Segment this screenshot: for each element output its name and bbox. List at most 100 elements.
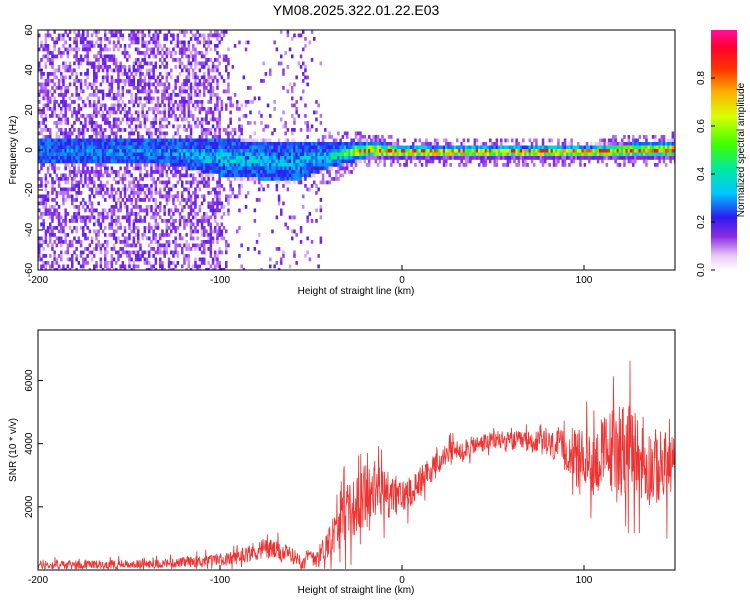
spectrogram-cell: [238, 191, 241, 195]
spectrogram-cell: [313, 145, 316, 150]
spectrogram-cell: [310, 159, 314, 164]
spectrogram-cell: [128, 261, 131, 265]
spectrogram-cell: [110, 33, 114, 38]
spectrogram-cell: [49, 100, 52, 104]
spectrogram-cell: [308, 149, 312, 153]
spectrogram-cell: [163, 243, 166, 248]
spectrogram-cell: [592, 149, 595, 153]
spectrogram-cell: [139, 170, 142, 174]
spectrogram-cell: [365, 138, 369, 143]
spectrogram-cell: [161, 131, 164, 136]
spectrogram-cell: [119, 110, 122, 115]
spectrogram-cell: [379, 138, 382, 143]
spectrogram-cell: [163, 159, 166, 164]
spectrogram-cell: [269, 114, 272, 118]
spectrogram-cell: [134, 128, 138, 132]
spectrogram-cell: [174, 219, 177, 223]
spectrogram-cell: [394, 145, 397, 150]
spectrogram-cell: [145, 261, 149, 265]
spectrogram-cell: [62, 75, 65, 80]
spectrogram-cell: [240, 128, 243, 132]
spectrogram-cell: [128, 124, 131, 129]
spectrogram-cell: [218, 114, 221, 118]
spectrogram-cell: [207, 100, 210, 104]
spectrogram-cell: [403, 152, 406, 157]
spectrogram-cell: [262, 173, 265, 178]
spectrogram-cell: [104, 149, 107, 153]
spectrogram-cell: [104, 226, 107, 230]
spectrogram-cell: [315, 156, 318, 160]
spectrogram-cell: [97, 30, 100, 34]
spectrogram-cell: [445, 159, 448, 164]
spectrogram-cell: [610, 149, 613, 153]
spectrogram-cell: [108, 268, 111, 270]
spectrogram-cell: [194, 149, 197, 153]
spectrogram-cell: [181, 166, 184, 171]
spectrogram-cell: [141, 65, 144, 69]
spectrogram-cell: [409, 152, 413, 157]
spectrogram-cell: [392, 156, 395, 160]
spectrogram-cell: [53, 110, 56, 115]
spectrogram-cell: [170, 156, 173, 160]
spectrogram-cell: [163, 131, 166, 136]
spectrogram-cell: [203, 212, 206, 216]
spectrogram-cell: [295, 166, 298, 171]
spectrogram-cell: [159, 149, 162, 153]
spectrogram-cell: [66, 121, 70, 125]
spectrogram-cell: [68, 152, 72, 157]
spectrogram-cell: [139, 124, 142, 129]
spectrogram-cell: [73, 156, 76, 160]
spectrogram-cell: [616, 152, 620, 157]
spectrogram-cell: [148, 145, 151, 150]
spectrogram-cell: [143, 163, 147, 167]
spectrogram-cell: [220, 166, 224, 171]
spectrogram-cell: [372, 135, 375, 139]
spectrogram-cell: [51, 229, 54, 234]
spectrogram-cell: [280, 149, 283, 153]
spectrogram-cell: [181, 103, 184, 108]
spectrogram-cell: [183, 222, 186, 227]
spectrogram-cell: [229, 138, 232, 143]
spectrogram-cell: [68, 240, 72, 244]
spectrogram-cell: [203, 89, 206, 94]
spectrogram-cell: [174, 170, 177, 174]
spectrogram-cell: [229, 187, 232, 192]
spectrogram-cell: [227, 152, 230, 157]
spectrogram-cell: [60, 250, 63, 255]
spectrogram-cell: [123, 103, 127, 108]
spectrogram-cell: [64, 191, 67, 195]
spectrogram-cell: [167, 156, 171, 160]
spectrogram-cell: [599, 149, 602, 153]
spectrogram-cell: [236, 229, 239, 234]
spectrogram-cell: [68, 268, 72, 270]
spectrogram-cell: [101, 208, 105, 213]
spectrogram-cell: [189, 184, 193, 188]
spectrogram-cell: [143, 40, 147, 45]
spectrogram-cell: [170, 250, 173, 255]
spectrogram-cell: [187, 198, 191, 202]
spectrogram-cell: [233, 44, 237, 48]
spectrogram-cell: [115, 58, 118, 62]
spectrogram-cell: [291, 170, 294, 174]
spectrogram-cell: [189, 159, 193, 164]
spectrogram-cell: [200, 117, 204, 122]
spectrogram-cell: [75, 257, 78, 262]
spectrogram-cell: [209, 47, 213, 52]
spectrogram-cell: [117, 117, 120, 122]
spectrogram-cell: [442, 138, 446, 143]
spectrogram-cell: [299, 156, 303, 160]
spectrogram-cell: [86, 261, 89, 265]
spectrogram-cell: [339, 149, 342, 153]
spectrogram-cell: [194, 257, 197, 262]
spectrogram-cell: [42, 222, 45, 227]
spectrogram-cell: [104, 250, 107, 255]
spectrogram-cell: [297, 152, 301, 157]
spectrogram-cell: [425, 159, 428, 164]
spectrogram-cell: [321, 135, 325, 139]
spectrogram-cell: [60, 131, 63, 136]
spectrogram-cell: [178, 145, 182, 150]
spectrogram-cell: [84, 47, 87, 52]
spectrogram-cell: [438, 156, 441, 160]
spectrogram-cell: [38, 184, 41, 188]
spectrogram-cell: [95, 75, 98, 80]
